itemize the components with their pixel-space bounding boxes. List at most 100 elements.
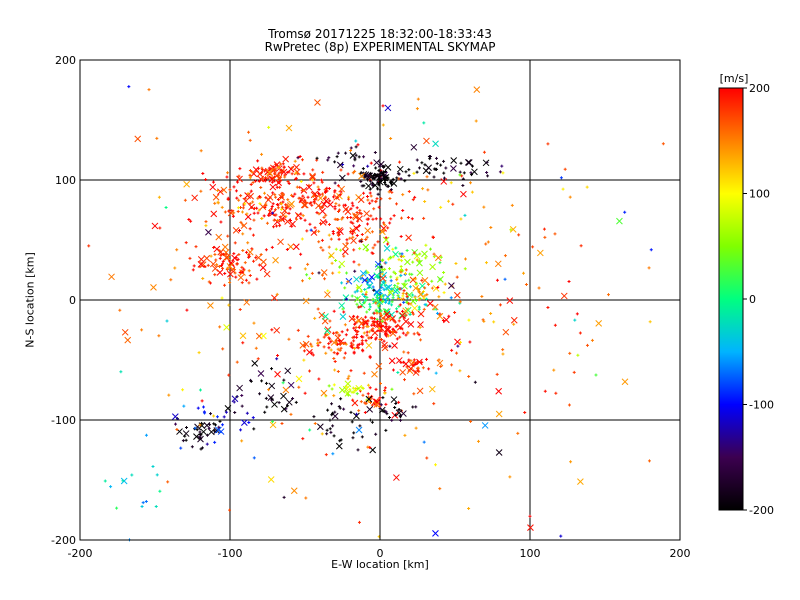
data-point (332, 383, 336, 387)
data-point (284, 206, 288, 210)
data-point (484, 261, 488, 265)
data-point-x (417, 290, 425, 298)
data-point (307, 183, 311, 187)
data-point (469, 181, 473, 185)
data-point (264, 381, 268, 385)
data-point (361, 393, 365, 397)
data-point (467, 375, 471, 379)
data-point (228, 188, 232, 192)
data-point-x (211, 265, 219, 272)
data-point (376, 304, 380, 308)
data-point (267, 166, 271, 170)
data-point (263, 191, 267, 195)
data-point (243, 202, 247, 206)
data-point (366, 222, 370, 226)
data-point (543, 389, 547, 393)
data-point (200, 421, 204, 425)
data-point-x (327, 252, 335, 259)
data-point-x (577, 478, 584, 485)
data-point (393, 272, 397, 276)
data-point (395, 337, 399, 341)
data-point (221, 262, 225, 266)
data-point (439, 255, 443, 259)
data-point-x (365, 395, 373, 403)
data-point (458, 369, 462, 373)
data-point (213, 252, 217, 256)
data-point (321, 192, 325, 196)
data-point (158, 226, 162, 230)
data-point (405, 365, 409, 369)
data-point (415, 158, 419, 162)
data-point (327, 156, 331, 160)
data-point (572, 370, 576, 374)
data-point (256, 211, 260, 215)
data-point (260, 166, 264, 170)
data-point (327, 342, 331, 346)
data-point (235, 196, 239, 200)
data-point (251, 233, 255, 237)
data-point (423, 286, 427, 290)
data-point (334, 202, 338, 206)
data-point (470, 190, 474, 194)
data-point-x (223, 324, 230, 331)
data-point (270, 367, 274, 371)
data-point (294, 171, 298, 175)
data-point (403, 272, 407, 276)
data-point (503, 254, 507, 258)
data-point (432, 167, 436, 171)
data-point-x (295, 375, 303, 383)
data-point (469, 419, 473, 423)
data-point (369, 316, 373, 320)
data-point (408, 285, 412, 289)
data-point (182, 404, 186, 408)
data-point (310, 203, 314, 207)
data-point-x (309, 172, 316, 180)
data-point-x (453, 291, 461, 299)
data-point-x (471, 168, 478, 176)
data-point (211, 180, 215, 184)
data-point (218, 419, 222, 423)
data-point (432, 402, 436, 406)
data-point (356, 329, 360, 333)
data-point (337, 405, 341, 409)
data-point (271, 420, 275, 424)
data-point (458, 170, 462, 174)
data-point (367, 217, 371, 221)
data-point-x (223, 254, 230, 262)
data-point (175, 428, 179, 432)
data-point (373, 243, 377, 247)
data-point (437, 358, 441, 362)
scatter-points (87, 85, 665, 542)
data-point-x (379, 314, 387, 322)
data-point (379, 309, 383, 313)
data-point (396, 282, 400, 286)
data-point (325, 428, 329, 432)
data-point-x (151, 222, 159, 230)
data-point (501, 352, 505, 356)
data-point (364, 315, 368, 319)
data-point (342, 407, 346, 411)
data-point-x (338, 386, 346, 394)
data-point (252, 218, 256, 222)
data-point (237, 174, 241, 178)
data-point-x (350, 237, 357, 245)
data-point (226, 171, 230, 175)
data-point (359, 335, 363, 339)
data-point (257, 195, 261, 199)
y-tick-label: -200 (51, 534, 76, 547)
data-point-x (290, 487, 298, 495)
data-point (219, 253, 223, 257)
data-point-x (373, 272, 381, 279)
data-point (482, 150, 486, 154)
data-point (371, 217, 375, 221)
data-point (185, 308, 189, 312)
data-point (482, 205, 486, 209)
data-point-x (381, 174, 389, 182)
data-point-x (326, 201, 334, 208)
data-point (365, 295, 369, 299)
data-point (469, 171, 473, 175)
data-point (141, 501, 145, 505)
data-point-x (384, 164, 392, 171)
data-point (324, 220, 328, 224)
data-point (228, 508, 232, 512)
